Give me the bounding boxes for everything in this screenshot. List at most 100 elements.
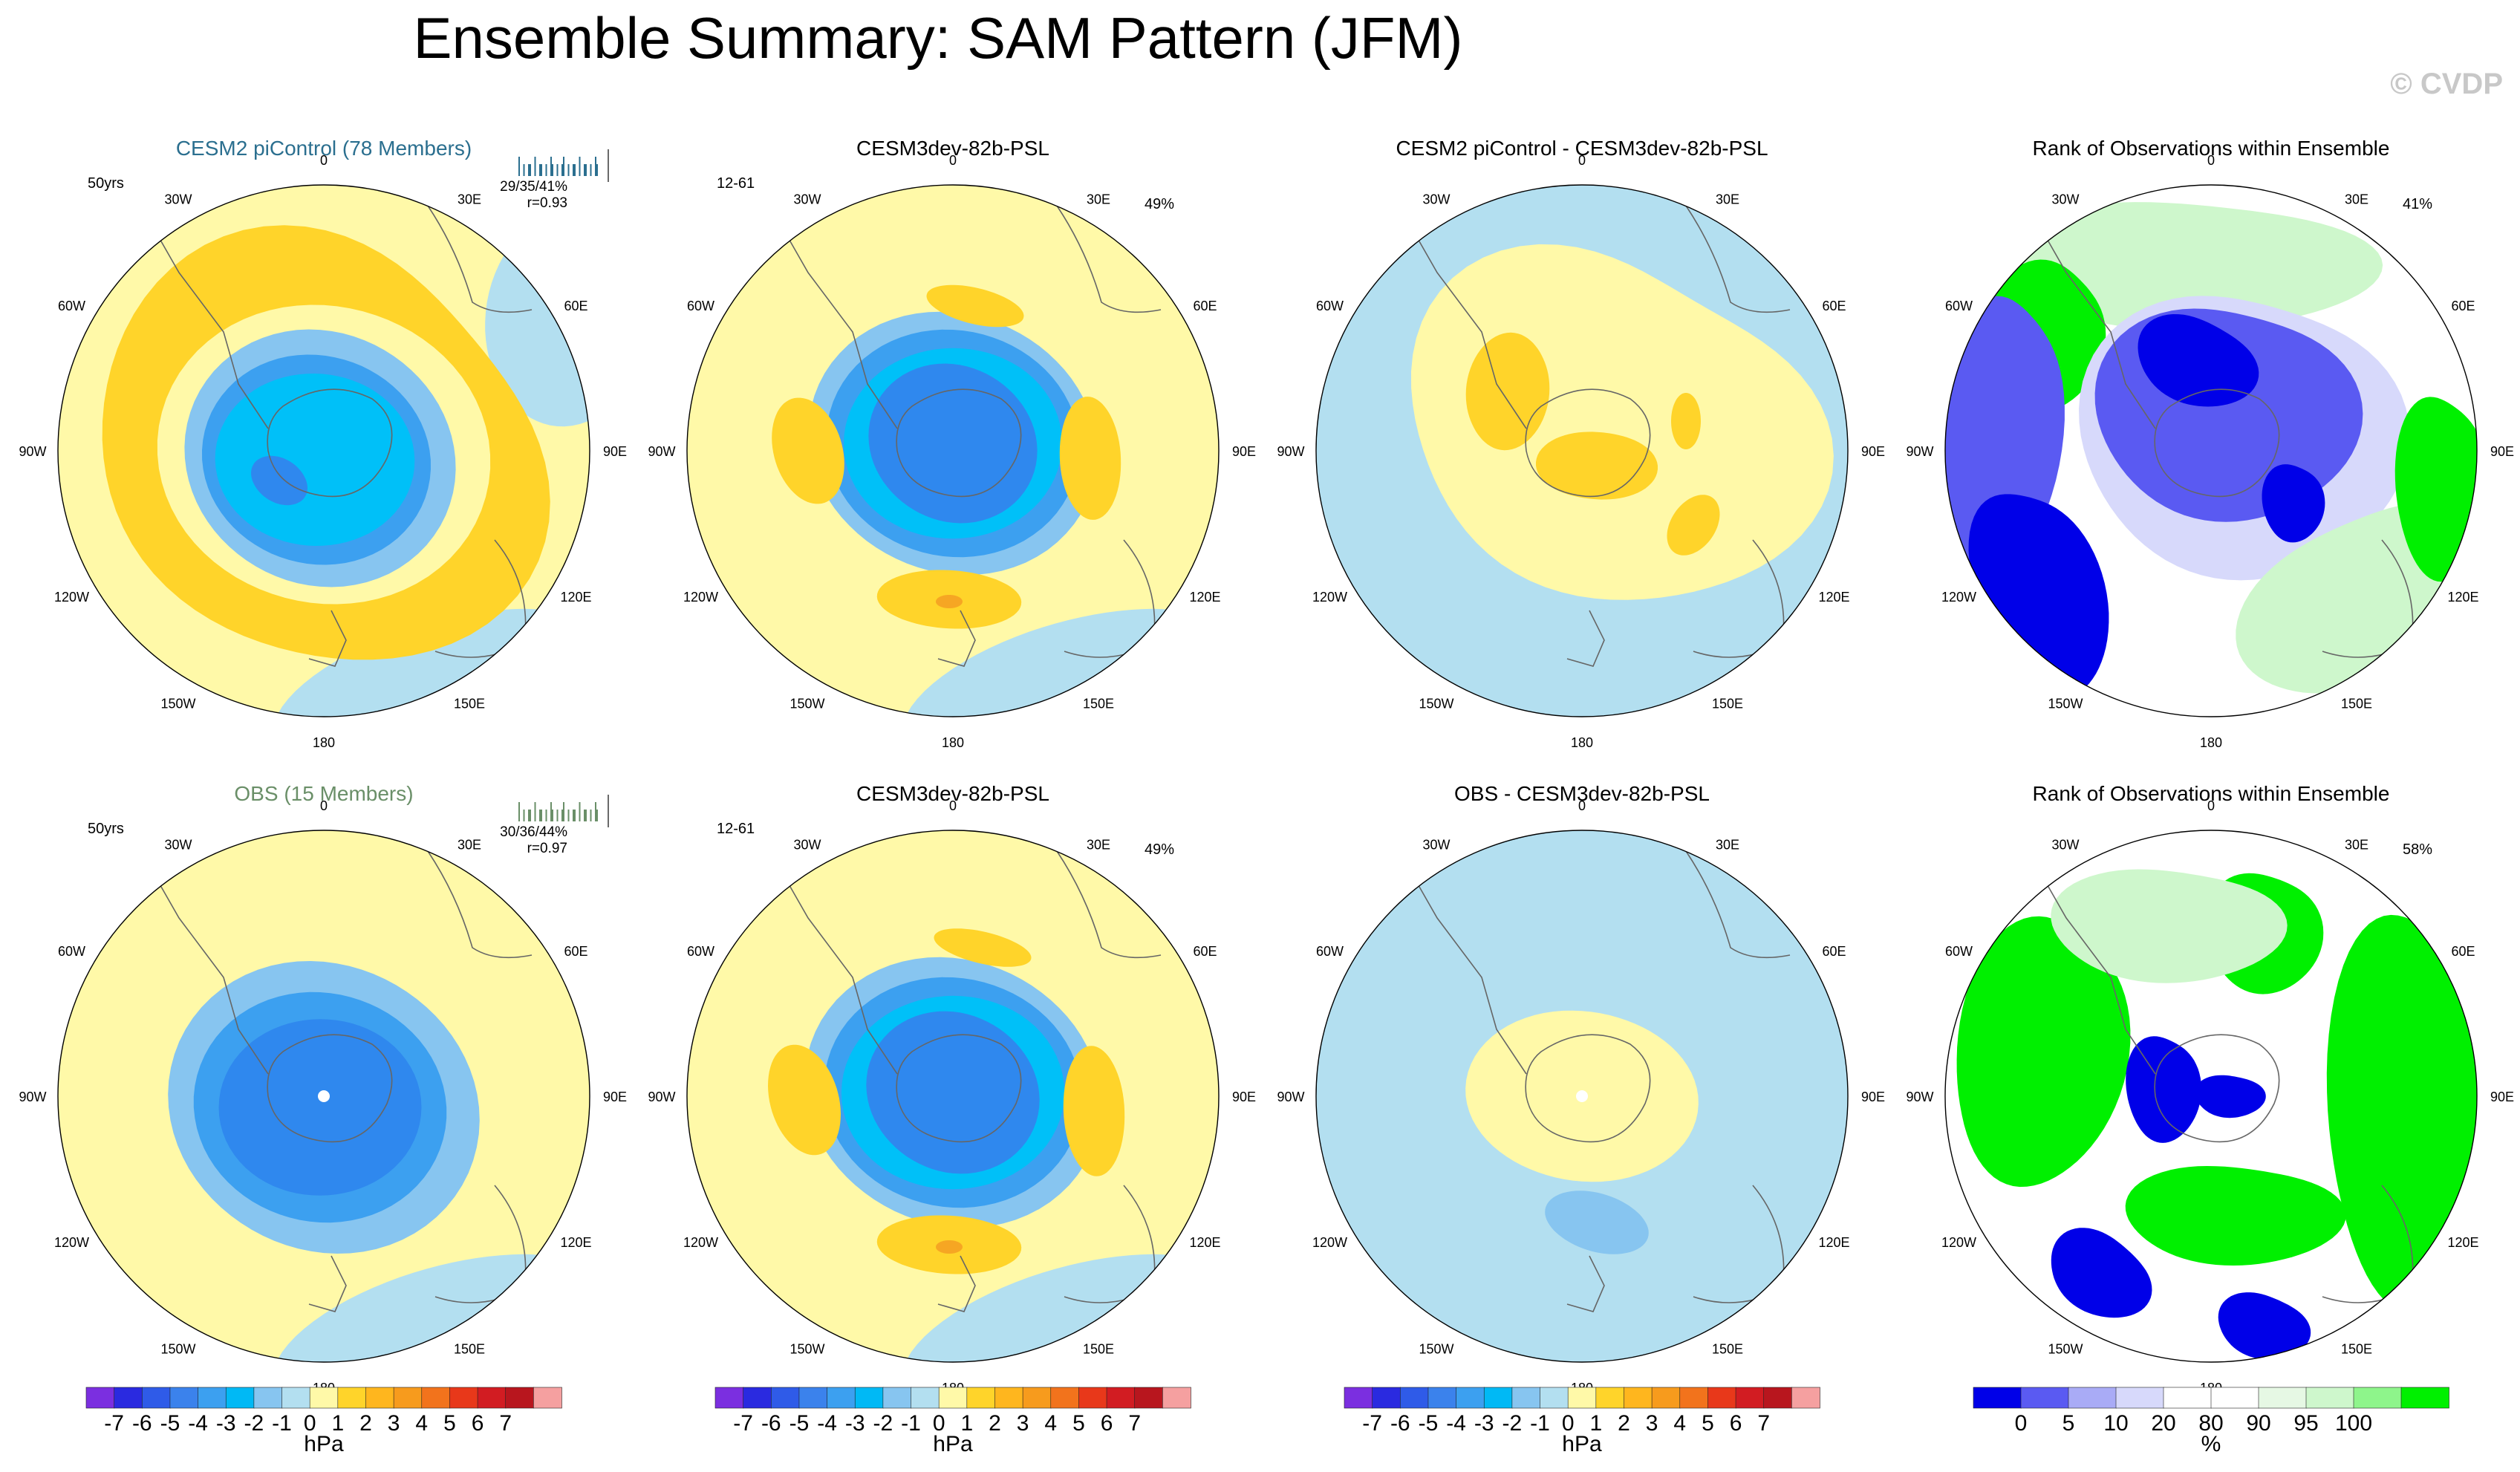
panel-r1c1: CESM2 piControl (78 Members)0 30E 60E 90E 12… bbox=[19, 137, 627, 750]
lon-tick-label: 0 bbox=[949, 798, 957, 813]
lon-tick-label: 90W bbox=[1906, 444, 1933, 459]
lon-tick-label: 30E bbox=[1087, 838, 1110, 853]
lon-tick-label: 60W bbox=[687, 944, 714, 959]
lon-tick-label: 30E bbox=[458, 838, 481, 853]
colorbar-swatch bbox=[1679, 1387, 1709, 1409]
panel-title: CESM2 piControl (78 Members) bbox=[176, 137, 472, 160]
lon-tick-label: 60W bbox=[1316, 944, 1344, 959]
colorbar-tick-label: 6 bbox=[1101, 1411, 1113, 1436]
lon-tick-label: 180 bbox=[313, 735, 335, 750]
lon-tick-label: 60W bbox=[1945, 299, 1973, 313]
lon-tick-label: 120E bbox=[560, 590, 591, 605]
colorbar-swatch bbox=[337, 1387, 367, 1409]
lon-tick-label: 90E bbox=[1232, 1090, 1256, 1104]
lon-tick-label: 150E bbox=[1712, 1341, 1743, 1356]
lon-tick-label: 90W bbox=[19, 1090, 46, 1104]
lon-tick-label: 0 bbox=[1578, 153, 1586, 168]
lon-tick-label: 150W bbox=[1419, 1341, 1453, 1356]
high-a bbox=[1465, 332, 1550, 451]
rank-light-green-north bbox=[2051, 869, 2288, 983]
percent-label: 49% bbox=[1145, 841, 1174, 858]
rank-blue-south bbox=[2218, 1292, 2311, 1360]
colorbar-tick-label: 0 bbox=[933, 1411, 945, 1436]
colorbar-tick-label: 5 bbox=[443, 1411, 456, 1436]
colorbar-tick-label: 95 bbox=[2293, 1411, 2318, 1436]
pattern-stat: 30/36/44% bbox=[500, 824, 567, 840]
lon-tick-label: 120E bbox=[1189, 1235, 1220, 1250]
rank-blue-pole-east bbox=[2195, 1075, 2266, 1118]
lon-tick-label: 0 bbox=[949, 153, 957, 168]
panel-r2c2: CESM3dev-82b-PSL030E60E90E120E150E180150… bbox=[648, 782, 1256, 1396]
colorbar-tick-label: -3 bbox=[1474, 1411, 1494, 1436]
lon-tick-label: 30W bbox=[793, 192, 821, 207]
colorbar-tick-label: -2 bbox=[873, 1411, 893, 1436]
colorbar-swatch bbox=[1050, 1387, 1080, 1409]
colorbar-swatch bbox=[1791, 1387, 1820, 1409]
lon-tick-label: 90W bbox=[1277, 444, 1304, 459]
colorbar-swatch bbox=[1106, 1387, 1136, 1409]
panel-title: Rank of Observations within Ensemble bbox=[2033, 782, 2390, 805]
deep-low bbox=[251, 455, 307, 506]
rank-blue-east bbox=[2262, 464, 2325, 543]
lon-tick-label: 30E bbox=[1716, 192, 1739, 207]
lon-tick-label: 60E bbox=[1822, 299, 1846, 313]
colorbar-swatch bbox=[225, 1387, 255, 1409]
lon-tick-label: 150W bbox=[2048, 1341, 2083, 1356]
colorbar-tick-label: 7 bbox=[499, 1411, 512, 1436]
lon-tick-label: 180 bbox=[2200, 735, 2222, 750]
high-west bbox=[768, 1044, 841, 1156]
lon-tick-label: 60W bbox=[58, 299, 85, 313]
colorbar-tick-label: 6 bbox=[472, 1411, 484, 1436]
lon-tick-label: 150E bbox=[454, 1341, 485, 1356]
lon-tick-label: 120W bbox=[683, 590, 718, 605]
africa-outline bbox=[1056, 205, 1162, 313]
high-north bbox=[934, 928, 1032, 967]
colorbar-swatch bbox=[1595, 1387, 1625, 1409]
colorbar-swatch bbox=[533, 1387, 562, 1409]
colorbar-tick-label: 90 bbox=[2246, 1411, 2270, 1436]
colorbar-tick-label: 10 bbox=[2103, 1411, 2128, 1436]
colorbar-swatch bbox=[1456, 1387, 1485, 1409]
colorbar-swatch bbox=[253, 1387, 283, 1409]
colorbar-swatch bbox=[449, 1387, 478, 1409]
colorbar-swatch bbox=[2400, 1387, 2449, 1409]
colorbar-tick-label: -6 bbox=[1390, 1411, 1410, 1436]
colorbar-tick-label: 2 bbox=[989, 1411, 1001, 1436]
colorbar-tick-label: -7 bbox=[104, 1411, 124, 1436]
lon-tick-label: 90E bbox=[2490, 1090, 2514, 1104]
colorbar-tick-label: -2 bbox=[1502, 1411, 1523, 1436]
lon-tick-label: 60W bbox=[687, 299, 714, 313]
colorbar-tick-label: -5 bbox=[1419, 1411, 1439, 1436]
lon-tick-label: 60W bbox=[1316, 299, 1344, 313]
colorbar-swatch bbox=[2115, 1387, 2164, 1409]
colorbar-tick-label: 1 bbox=[960, 1411, 973, 1436]
lon-tick-label: 30E bbox=[1087, 192, 1110, 207]
antarctica-outline bbox=[896, 1034, 1022, 1143]
period-label: 50yrs bbox=[88, 821, 124, 837]
map-boundary bbox=[1315, 184, 1849, 717]
africa-outline bbox=[427, 205, 533, 313]
colorbar-swatch bbox=[1427, 1387, 1457, 1409]
coastlines bbox=[149, 205, 533, 667]
period-label: 12-61 bbox=[717, 175, 755, 192]
colorbar-tick-label: -5 bbox=[160, 1411, 180, 1436]
colorbar-swatch bbox=[365, 1387, 394, 1409]
field-layer bbox=[687, 185, 1219, 717]
africa-outline bbox=[1685, 850, 1791, 959]
lon-tick-label: 150E bbox=[2341, 1341, 2372, 1356]
colorbar-unit-label: hPa bbox=[304, 1432, 344, 1456]
figure-title: Ensemble Summary: SAM Pattern (JFM) bbox=[414, 5, 1463, 71]
colorbar-tick-label: -3 bbox=[216, 1411, 236, 1436]
antarctica-outline bbox=[896, 388, 1022, 498]
lon-tick-label: 30W bbox=[793, 838, 821, 853]
south-america-outline bbox=[1407, 220, 1527, 429]
lon-tick-label: 30W bbox=[1422, 192, 1450, 207]
high-d bbox=[1667, 495, 1720, 556]
colorbar-swatch bbox=[911, 1387, 940, 1409]
colorbar-swatch bbox=[281, 1387, 310, 1409]
colorbar-tick-label: 3 bbox=[1017, 1411, 1029, 1436]
colorbar-swatch bbox=[309, 1387, 339, 1409]
